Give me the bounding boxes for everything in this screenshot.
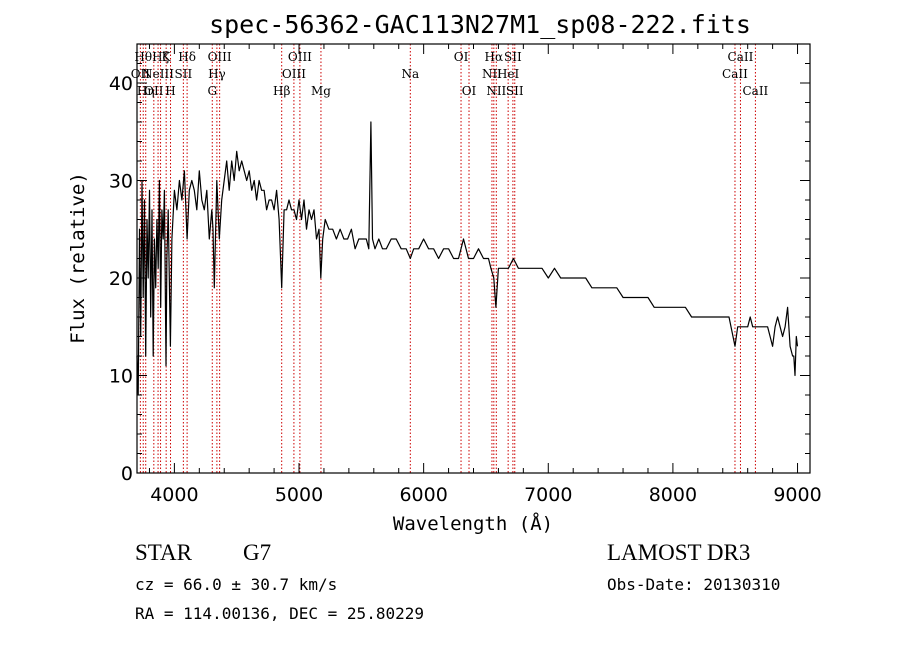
x-axis-label: Wavelength (Å) bbox=[393, 512, 553, 535]
x-tick-label: 9000 bbox=[773, 484, 821, 506]
y-tick-label: 10 bbox=[109, 366, 133, 388]
line-label-18: OI bbox=[454, 50, 469, 64]
x-tick-label: 5000 bbox=[275, 484, 323, 506]
x-tick-label: 4000 bbox=[150, 484, 198, 506]
emission-line-labels: OIIHθHηOIINeIIIHζKHSIIHδGHγOIIIHβOIIIOII… bbox=[131, 50, 769, 98]
line-label-6: K bbox=[162, 50, 172, 64]
line-label-4: NeIII bbox=[142, 67, 174, 81]
x-tick-label: 6000 bbox=[399, 484, 447, 506]
emission-line-markers bbox=[139, 44, 756, 473]
y-axis: 0 10 20 30 40 bbox=[109, 43, 810, 485]
line-label-23: HeI bbox=[497, 67, 520, 81]
line-label-9: Hδ bbox=[178, 50, 196, 64]
line-label-13: Hβ bbox=[273, 84, 290, 98]
line-label-12: OIII bbox=[208, 50, 232, 64]
y-tick-label: 40 bbox=[109, 73, 133, 95]
line-label-27: CaII bbox=[728, 50, 754, 64]
x-tick-label: 8000 bbox=[649, 484, 697, 506]
line-label-3: OII bbox=[144, 84, 164, 98]
line-label-0: OII bbox=[131, 67, 151, 81]
survey-name: LAMOST DR3 bbox=[607, 540, 750, 565]
line-label-25: SII bbox=[506, 84, 524, 98]
line-label-21: Hα bbox=[485, 50, 504, 64]
x-axis: 4000 5000 6000 7000 8000 9000 bbox=[148, 44, 822, 506]
line-label-28: CaII bbox=[742, 84, 768, 98]
line-label-11: Hγ bbox=[208, 67, 226, 81]
redshift-text: cz = 66.0 ± 30.7 km/s bbox=[135, 575, 337, 594]
line-label-14: OIII bbox=[282, 67, 306, 81]
line-label-19: OI bbox=[462, 84, 477, 98]
line-label-2: Hη bbox=[137, 84, 155, 98]
object-class: STAR bbox=[135, 540, 193, 565]
y-tick-label: 30 bbox=[109, 171, 133, 193]
line-label-7: H bbox=[165, 84, 175, 98]
line-label-22: NII bbox=[486, 84, 506, 98]
x-tick-label: 7000 bbox=[524, 484, 572, 506]
line-label-17: Na bbox=[401, 67, 419, 81]
line-label-1: Hθ bbox=[134, 50, 152, 64]
line-label-20: NII bbox=[482, 67, 502, 81]
line-label-16: Mg bbox=[311, 84, 331, 98]
obs-date: Obs-Date: 20130310 bbox=[607, 575, 780, 594]
line-label-26: CaII bbox=[722, 67, 748, 81]
y-axis-label: Flux (relative) bbox=[67, 172, 89, 344]
object-subclass: G7 bbox=[243, 540, 271, 565]
y-tick-label: 20 bbox=[109, 268, 133, 290]
line-label-10: G bbox=[207, 84, 217, 98]
spectrum-series bbox=[136, 121, 799, 396]
coordinates-text: RA = 114.00136, DEC = 25.80229 bbox=[135, 604, 424, 623]
line-label-24: SII bbox=[504, 50, 522, 64]
line-label-15: OIII bbox=[288, 50, 312, 64]
line-label-8: SII bbox=[175, 67, 193, 81]
line-label-5: Hζ bbox=[152, 50, 169, 64]
y-tick-label: 0 bbox=[121, 463, 133, 485]
chart-title: spec-56362-GAC113N27M1_sp08-222.fits bbox=[209, 10, 751, 39]
